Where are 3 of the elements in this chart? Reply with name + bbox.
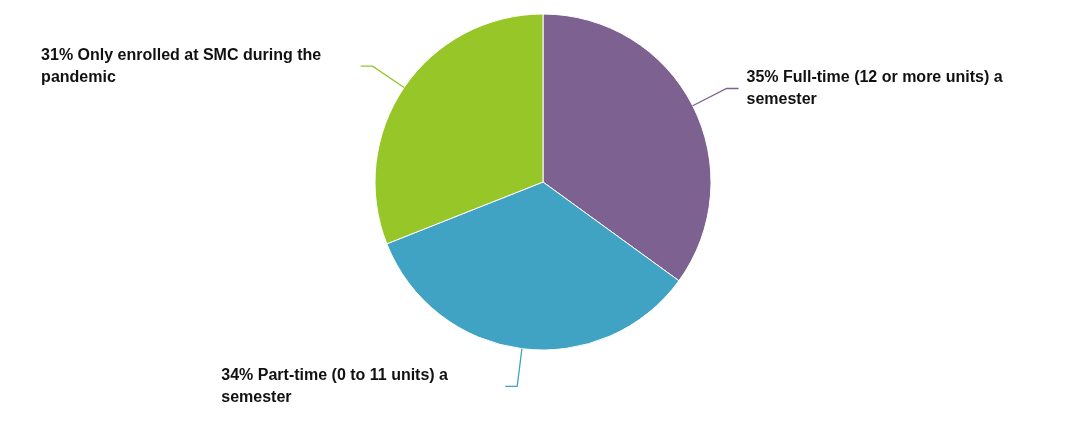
slice-label: 31% Only enrolled at SMC during the pandemic: [41, 46, 322, 86]
slice-label: 34% Part-time (0 to 11 units) a semester: [221, 366, 449, 406]
slice-label: 35% Full-time (12 or more units) a semester: [746, 68, 1003, 108]
